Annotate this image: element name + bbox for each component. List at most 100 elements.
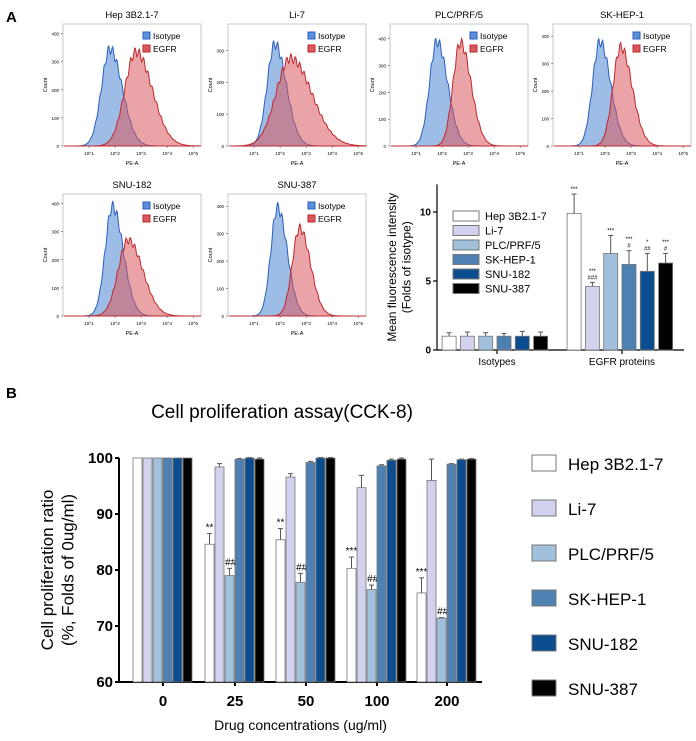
y-tick-label: 100 bbox=[51, 286, 59, 291]
x-tick-label: 0 bbox=[159, 693, 167, 710]
significance-label: *** bbox=[589, 269, 597, 275]
legend-label: EGFR bbox=[318, 214, 342, 224]
x-tick-label: 25 bbox=[227, 693, 244, 710]
y-tick-label: 200 bbox=[216, 80, 224, 85]
x-tick-label: 10^4 bbox=[162, 321, 172, 326]
bar bbox=[566, 212, 582, 351]
y-axis-label: Mean fluorescence intensity bbox=[385, 193, 399, 342]
bar bbox=[305, 462, 316, 683]
x-tick-label: 10^3 bbox=[626, 151, 636, 156]
y-tick-label: 100 bbox=[378, 117, 386, 122]
legend-label: SNU-387 bbox=[568, 680, 638, 699]
x-tick-label: 10^4 bbox=[327, 321, 337, 326]
bar bbox=[295, 581, 306, 683]
legend-label: Hep 3B2.1-7 bbox=[485, 211, 547, 223]
bar bbox=[376, 465, 387, 683]
legend-swatch bbox=[452, 210, 480, 222]
x-tick-label: 10^5 bbox=[353, 321, 363, 326]
y-tick-label: 400 bbox=[541, 34, 549, 39]
x-tick-label: 10^4 bbox=[489, 151, 499, 156]
y-tick-label: 100 bbox=[216, 287, 224, 292]
x-tick-label: 10^2 bbox=[275, 151, 285, 156]
legend-label: Isotype bbox=[318, 201, 346, 211]
x-axis-label: PE-A bbox=[291, 331, 304, 337]
x-tick-label: 10^1 bbox=[84, 321, 94, 326]
y-tick-label: 400 bbox=[51, 202, 59, 207]
legend-swatch bbox=[531, 544, 557, 562]
significance-label: ### bbox=[367, 574, 384, 585]
egfr-histogram bbox=[554, 41, 691, 147]
legend-label: SNU-182 bbox=[568, 635, 638, 654]
legend-swatch bbox=[452, 254, 480, 265]
bar bbox=[172, 457, 183, 683]
y-tick-label: 300 bbox=[216, 48, 224, 53]
significance-label: ### bbox=[296, 562, 313, 573]
y-tick-label: 0 bbox=[56, 144, 59, 149]
y-tick-label: 10 bbox=[420, 207, 432, 218]
x-tick-label: 10^3 bbox=[136, 321, 146, 326]
bar bbox=[639, 270, 655, 351]
x-tick-label: 10^1 bbox=[249, 321, 259, 326]
bar bbox=[436, 617, 447, 683]
x-tick-label: 50 bbox=[298, 693, 315, 710]
legend-label: Hep 3B2.1-7 bbox=[568, 455, 663, 474]
y-tick-label: 400 bbox=[216, 204, 224, 209]
legend-swatch bbox=[142, 201, 151, 210]
x-tick-label: 10^4 bbox=[327, 151, 337, 156]
y-axis-label: Count bbox=[43, 77, 49, 92]
histogram-plot: SK-HEP-1 0 100 200 300 400 10^1 10^2 10^3 10^4 10^… bbox=[533, 10, 692, 167]
legend-swatch bbox=[632, 31, 641, 40]
x-tick-label: 10^3 bbox=[136, 151, 146, 156]
x-tick-label: 10^5 bbox=[353, 151, 363, 156]
egfr-histogram bbox=[229, 52, 367, 147]
bar bbox=[275, 539, 286, 683]
legend-label: Isotype bbox=[153, 201, 181, 211]
bar bbox=[533, 335, 548, 351]
egfr-histogram bbox=[64, 47, 201, 147]
y-tick-label: 400 bbox=[51, 32, 59, 37]
bar bbox=[132, 457, 143, 683]
y-tick-label: 200 bbox=[378, 90, 386, 95]
y-tick-label: 0 bbox=[383, 144, 386, 149]
legend-label: PLC/PRF/5 bbox=[568, 545, 654, 564]
bar bbox=[254, 458, 265, 683]
y-tick-label: 0 bbox=[221, 314, 224, 319]
bar bbox=[224, 575, 235, 683]
significance-label: ### bbox=[437, 607, 454, 618]
bar bbox=[182, 457, 193, 683]
significance-label: *** bbox=[416, 567, 428, 578]
x-tick-label: 200 bbox=[434, 693, 459, 710]
legend-swatch bbox=[452, 225, 480, 236]
x-tick-label: 10^2 bbox=[110, 151, 120, 156]
bar bbox=[446, 463, 457, 683]
y-tick-label: 100 bbox=[216, 112, 224, 117]
y-tick-label: 0 bbox=[221, 144, 224, 149]
y-tick-label: 100 bbox=[88, 450, 113, 467]
significance-label: *** bbox=[346, 546, 358, 557]
bar bbox=[386, 459, 397, 683]
legend-swatch bbox=[142, 214, 151, 223]
y-tick-label: 200 bbox=[51, 88, 59, 93]
significance-label: *** bbox=[571, 187, 579, 193]
bar bbox=[366, 589, 377, 683]
legend-swatch bbox=[307, 201, 316, 210]
x-axis-label: Drug concentrations (ug/ml) bbox=[214, 717, 387, 733]
bar bbox=[496, 335, 512, 351]
histogram-plot: PLC/PRF/5 0 100 200 300 400 10^1 10^2 10^3 10^4 10… bbox=[370, 10, 529, 167]
legend-swatch bbox=[452, 239, 480, 251]
bar bbox=[162, 457, 173, 683]
significance-label: * bbox=[646, 240, 649, 246]
y-axis-label: Count bbox=[533, 77, 539, 92]
legend-swatch bbox=[142, 31, 151, 40]
legend-swatch bbox=[142, 44, 151, 53]
legend-swatch bbox=[531, 634, 557, 652]
significance-label: ** bbox=[277, 518, 285, 529]
legend-label: Li-7 bbox=[485, 226, 503, 238]
legend-swatch bbox=[531, 499, 557, 517]
y-tick-label: 80 bbox=[96, 562, 113, 579]
bar bbox=[466, 458, 477, 683]
x-axis-label: PE-A bbox=[126, 161, 139, 167]
legend-label: SK-HEP-1 bbox=[568, 590, 646, 609]
